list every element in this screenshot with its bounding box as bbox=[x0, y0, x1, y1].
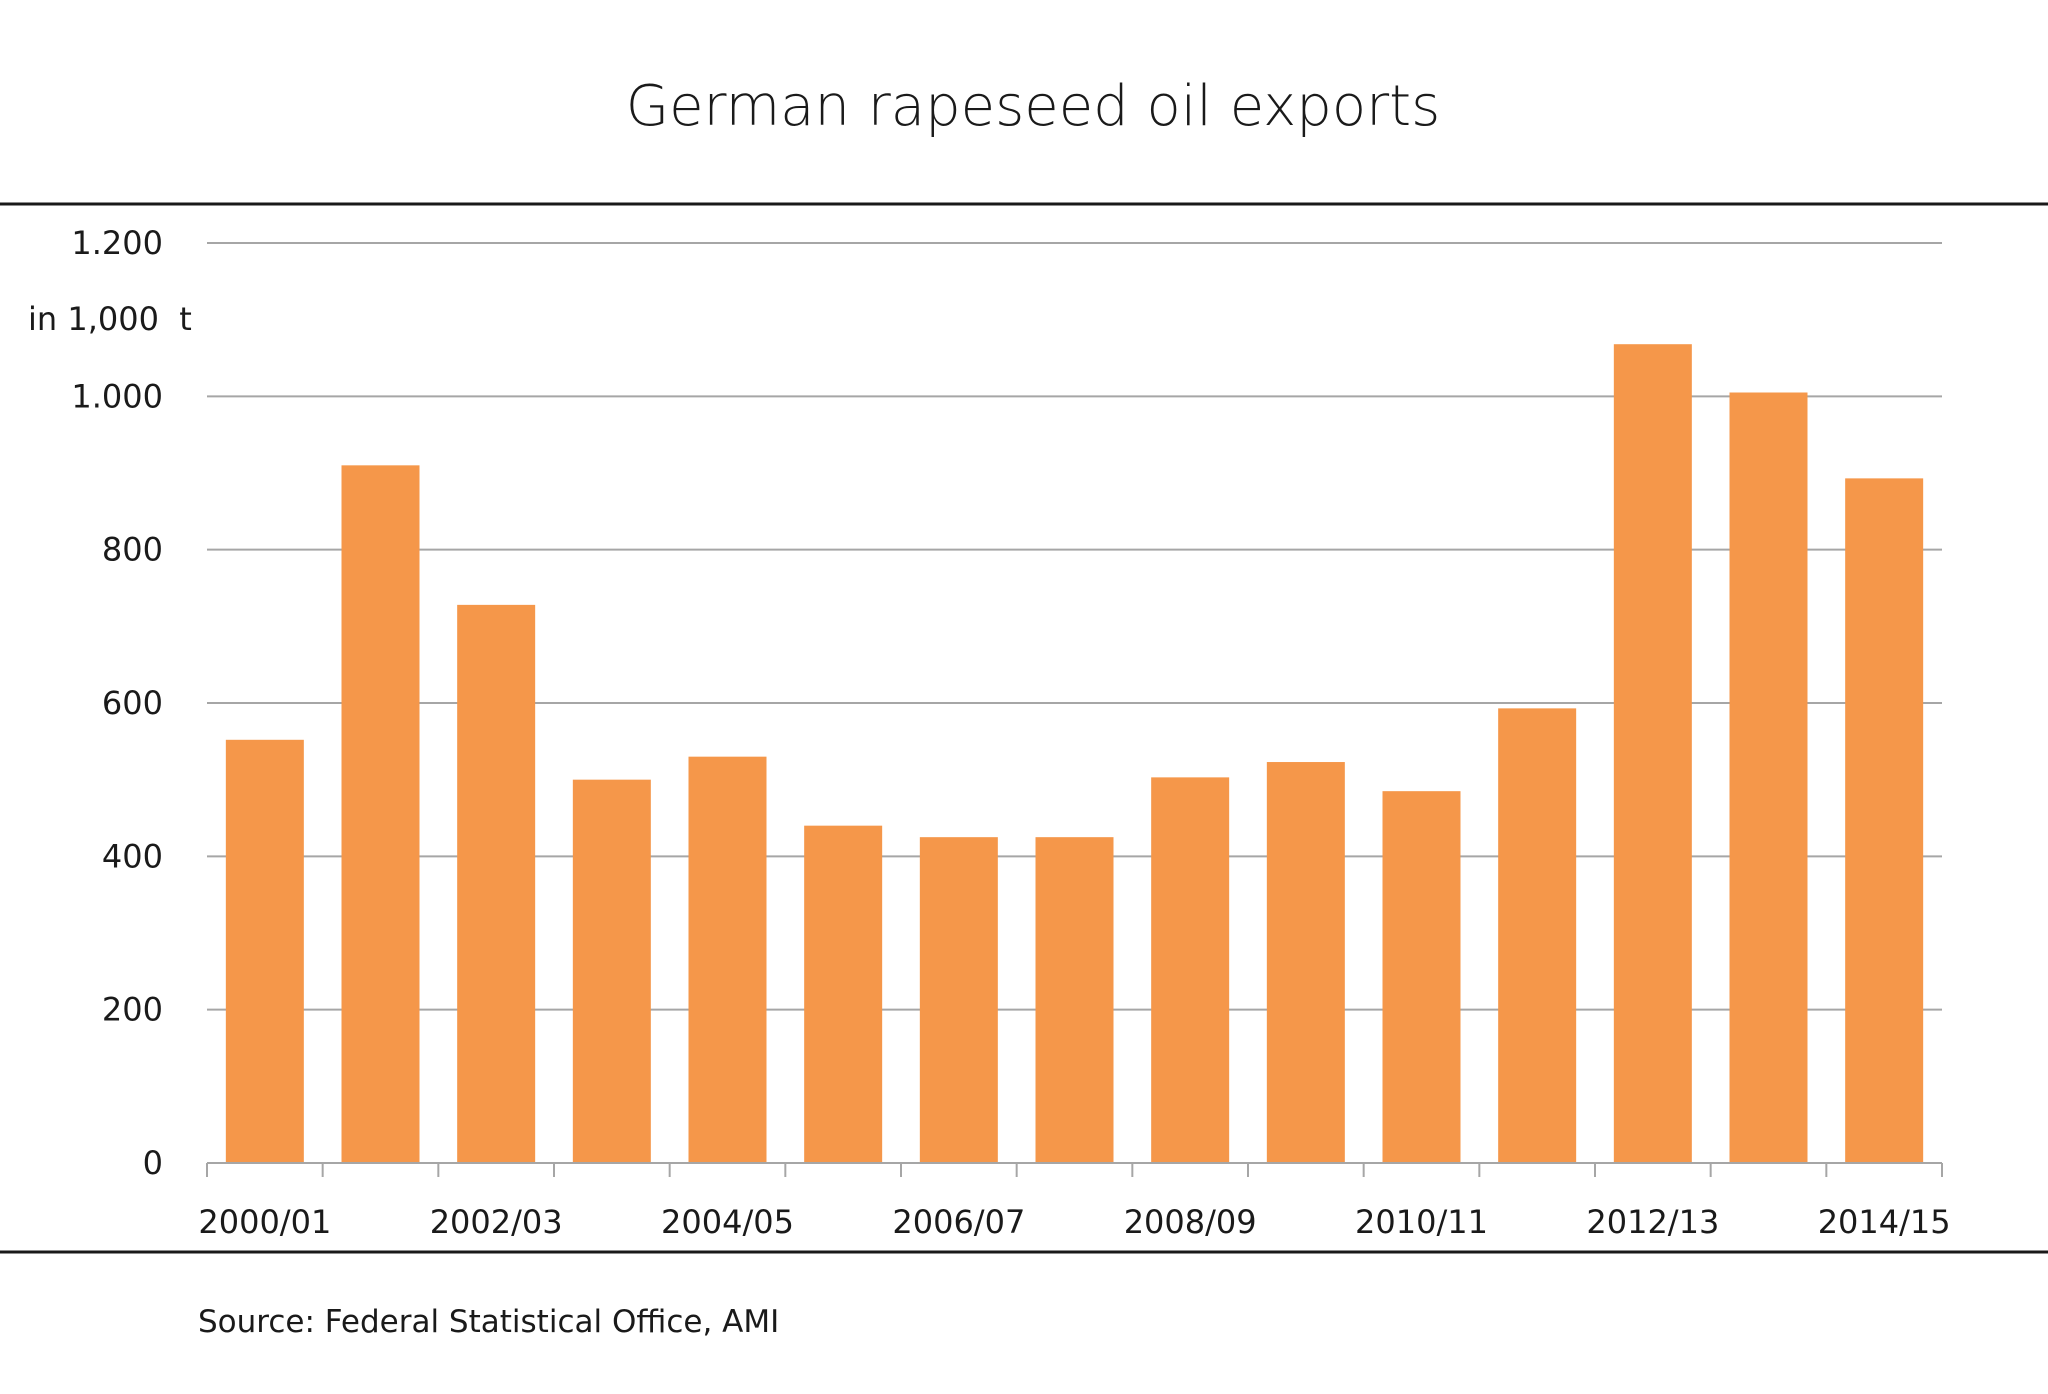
y-tick-label: 200 bbox=[102, 991, 163, 1029]
bar-2003-04 bbox=[572, 779, 651, 1163]
x-axis bbox=[206, 1162, 1943, 1177]
x-tick-label: 2012/13 bbox=[1586, 1203, 1719, 1241]
bar-2004-05 bbox=[688, 756, 767, 1163]
bars bbox=[225, 344, 1924, 1163]
x-tick-label: 2002/03 bbox=[430, 1203, 563, 1241]
bar-2014-15 bbox=[1845, 478, 1924, 1163]
bar-2006-07 bbox=[919, 837, 998, 1163]
source-note: Source: Federal Statistical Office, AMI bbox=[198, 1304, 779, 1340]
x-tick-label: 2010/11 bbox=[1355, 1203, 1488, 1241]
bar-2000-01 bbox=[225, 739, 304, 1163]
bar-2012-13 bbox=[1613, 344, 1692, 1163]
y-axis-unit-label: in 1,000 t bbox=[28, 300, 192, 338]
y-tick-label: 800 bbox=[102, 531, 163, 569]
y-tick-label: 600 bbox=[102, 684, 163, 722]
x-tick-label: 2006/07 bbox=[892, 1203, 1025, 1241]
bar-2001-02 bbox=[341, 465, 420, 1163]
bar-2011-12 bbox=[1498, 708, 1577, 1163]
y-tick-label: 1.000 bbox=[71, 377, 163, 415]
bar-2002-03 bbox=[457, 604, 536, 1163]
bar-2009-10 bbox=[1266, 762, 1345, 1163]
y-tick-label: 1.200 bbox=[71, 224, 163, 262]
x-tick-label: 2004/05 bbox=[661, 1203, 794, 1241]
x-axis-labels: 2000/01 2002/03 2004/05 2006/07 2008/09 2010/… bbox=[198, 1203, 1950, 1241]
bar-2008-09 bbox=[1151, 777, 1230, 1163]
x-tick-label: 2008/09 bbox=[1124, 1203, 1257, 1241]
x-tick-label: 2000/01 bbox=[198, 1203, 331, 1241]
bar-2010-11 bbox=[1382, 791, 1461, 1163]
x-tick-label: 2014/15 bbox=[1818, 1203, 1951, 1241]
y-tick-label: 400 bbox=[102, 837, 163, 875]
bar-2013-14 bbox=[1729, 392, 1808, 1163]
chart-title: German rapeseed oil exports bbox=[626, 74, 1441, 139]
y-tick-label: 0 bbox=[143, 1144, 163, 1182]
y-axis-labels: 0 200 400 600 800 1.000 1.200 bbox=[71, 224, 163, 1182]
bar-2007-08 bbox=[1035, 837, 1114, 1163]
bar-2005-06 bbox=[804, 825, 883, 1163]
